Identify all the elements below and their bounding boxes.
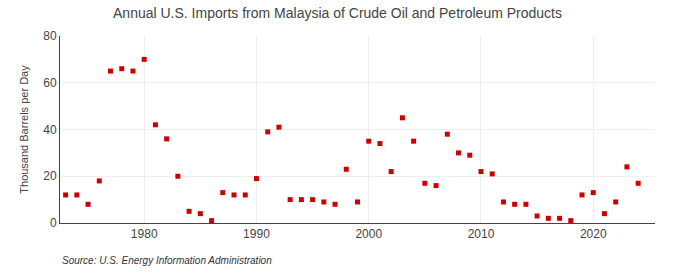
svg-text:2020: 2020 <box>580 227 607 241</box>
svg-text:1990: 1990 <box>243 227 270 241</box>
svg-text:20: 20 <box>43 169 57 183</box>
svg-text:2010: 2010 <box>468 227 495 241</box>
svg-text:80: 80 <box>43 29 57 43</box>
svg-text:40: 40 <box>43 123 57 137</box>
svg-text:60: 60 <box>43 76 57 90</box>
svg-text:Annual U.S. Imports from Malay: Annual U.S. Imports from Malaysia of Cru… <box>113 5 562 21</box>
svg-text:Source: U.S. Energy Informatio: Source: U.S. Energy Information Administ… <box>62 255 272 266</box>
svg-text:Thousand Barrels per Day: Thousand Barrels per Day <box>18 65 30 194</box>
svg-text:2000: 2000 <box>355 227 382 241</box>
svg-text:0: 0 <box>50 216 57 230</box>
svg-text:1980: 1980 <box>131 227 158 241</box>
